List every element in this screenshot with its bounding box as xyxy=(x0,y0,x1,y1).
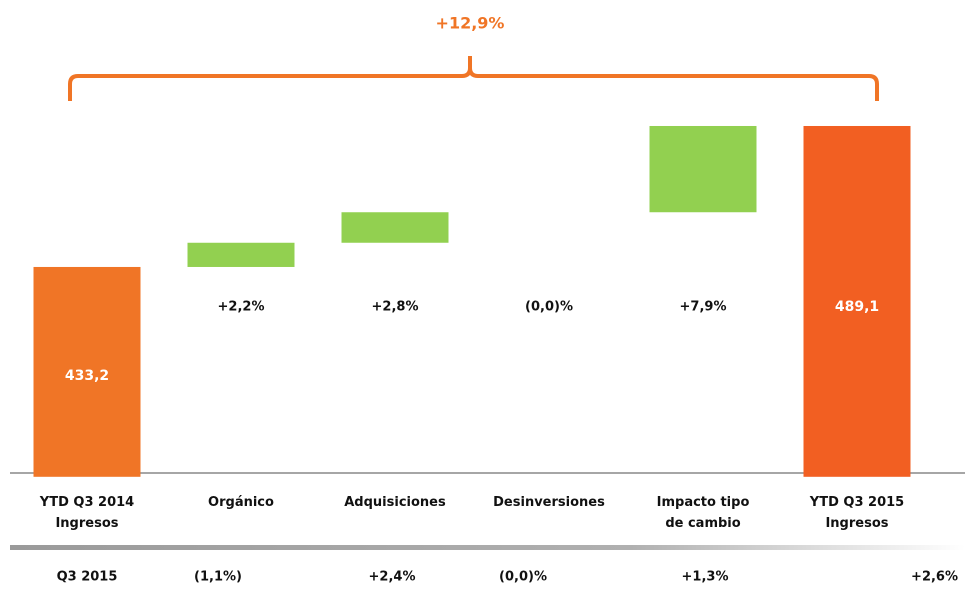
growth-label: (0,0)% xyxy=(525,300,573,315)
growth-label: +2,8% xyxy=(372,300,419,315)
x-tick-label: YTD Q3 2015 Ingresos xyxy=(809,495,905,531)
row-label: Q3 2015 xyxy=(57,570,118,585)
row-value: (1,1%) xyxy=(194,570,242,585)
bar xyxy=(803,125,911,477)
row-value: +1,3% xyxy=(682,570,729,585)
value-label: 489,1 xyxy=(835,299,879,315)
bracket xyxy=(68,56,879,101)
growth-label: +2,2% xyxy=(218,300,265,315)
x-tick-label: Impacto tipo de cambio xyxy=(656,495,750,531)
value-label: 433,2 xyxy=(65,368,109,384)
x-tick-label: Desinversiones xyxy=(493,495,605,510)
annotation: +12,9% xyxy=(436,14,505,33)
separator xyxy=(10,545,965,550)
bar xyxy=(649,125,757,213)
bar xyxy=(33,266,141,477)
row-value: +2,6% xyxy=(911,570,958,585)
x-tick-label: Orgánico xyxy=(208,495,274,510)
x-tick-label: YTD Q3 2014 Ingresos xyxy=(39,495,135,531)
row-value: +2,4% xyxy=(369,570,416,585)
row-value: (0,0)% xyxy=(499,570,547,585)
x-tick-label: Adquisiciones xyxy=(344,495,446,510)
bar xyxy=(341,212,449,243)
growth-label: +7,9% xyxy=(680,300,727,315)
bar xyxy=(187,242,295,267)
